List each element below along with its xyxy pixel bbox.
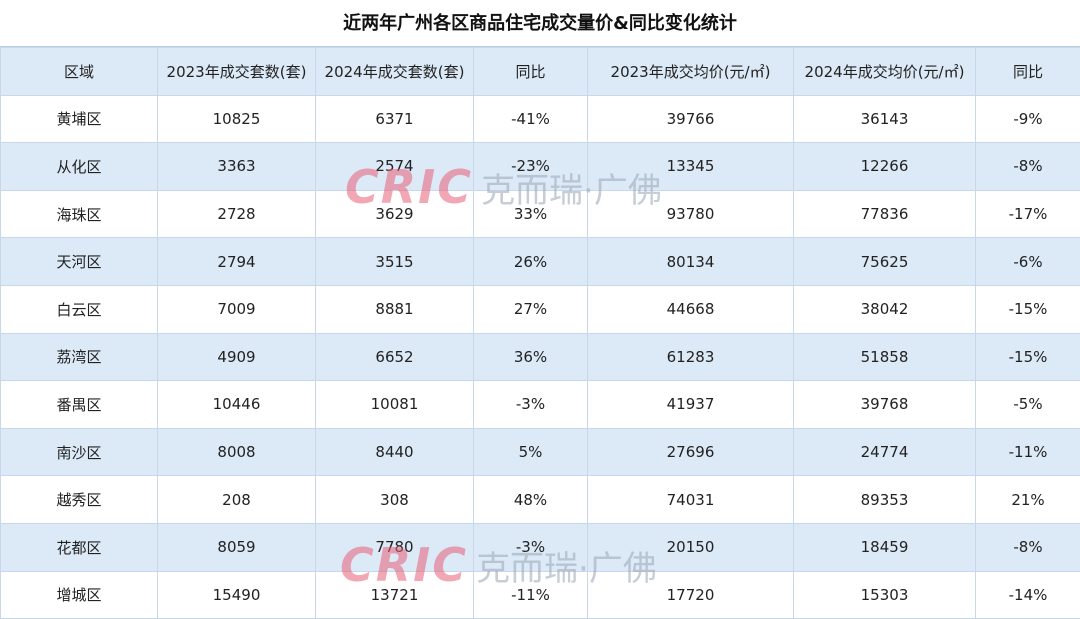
header-cell: 2023年成交套数(套) [157,47,316,96]
table-cell: 93780 [587,189,794,239]
table-row: 番禺区 10446 10081 -3% 41937 39768 -5% [0,380,1080,429]
header-cell: 区域 [0,47,158,96]
table-cell: 18459 [793,522,976,572]
table-cell: -9% [975,94,1080,144]
table-cell: 海珠区 [0,189,158,239]
table-cell: 10081 [315,380,474,429]
header-cell: 2023年成交均价(元/㎡) [587,47,794,96]
table-cell: 27% [473,284,588,334]
table-cell: -8% [975,142,1080,191]
table-cell: 74031 [587,475,794,524]
table-cell: 8881 [315,284,474,334]
table-cell: 10446 [157,380,316,429]
table-row: 增城区 15490 13721 -11% 17720 15303 -14% [0,570,1080,619]
table-title: 近两年广州各区商品住宅成交量价&同比变化统计 [0,0,1080,47]
table-cell: 7780 [315,522,474,572]
table-cell: 61283 [587,332,794,382]
header-row: 区域 2023年成交套数(套) 2024年成交套数(套) 同比 2023年成交均价(元/… [0,47,1080,96]
table-cell: 13721 [315,570,474,619]
table-cell: 77836 [793,189,976,239]
table-cell: 天河区 [0,237,158,286]
table-row: 花都区 8059 7780 -3% 20150 18459 -8% [0,522,1080,572]
table-cell: 4909 [157,332,316,382]
table-cell: 越秀区 [0,475,158,524]
table-cell: -15% [975,332,1080,382]
table-row: 海珠区 2728 3629 33% 93780 77836 -17% [0,189,1080,239]
table-cell: 12266 [793,142,976,191]
table-cell: 番禺区 [0,380,158,429]
table-cell: 24774 [793,427,976,477]
table-cell: -11% [473,570,588,619]
table-cell: 17720 [587,570,794,619]
table-cell: 80134 [587,237,794,286]
table-row: 天河区 2794 3515 26% 80134 75625 -6% [0,237,1080,286]
header-cell: 同比 [473,47,588,96]
table-cell: -23% [473,142,588,191]
table-cell: 白云区 [0,284,158,334]
table-cell: -3% [473,380,588,429]
table-cell: 10825 [157,94,316,144]
table-cell: 5% [473,427,588,477]
table-cell: -5% [975,380,1080,429]
table-cell: 15490 [157,570,316,619]
table-cell: 2794 [157,237,316,286]
table-cell: 26% [473,237,588,286]
table-cell: 2728 [157,189,316,239]
table-cell: 2574 [315,142,474,191]
table-row: 从化区 3363 2574 -23% 13345 12266 -8% [0,142,1080,191]
table-cell: 39768 [793,380,976,429]
table-cell: 花都区 [0,522,158,572]
table-cell: 15303 [793,570,976,619]
table-row: 白云区 7009 8881 27% 44668 38042 -15% [0,284,1080,334]
table-cell: 208 [157,475,316,524]
table-cell: 39766 [587,94,794,144]
table-cell: -8% [975,522,1080,572]
table-cell: -41% [473,94,588,144]
table-cell: 33% [473,189,588,239]
header-cell: 2024年成交套数(套) [315,47,474,96]
table-cell: 51858 [793,332,976,382]
table-cell: -17% [975,189,1080,239]
table-cell: -3% [473,522,588,572]
header-cell: 2024年成交均价(元/㎡) [793,47,976,96]
table-cell: 36% [473,332,588,382]
table-cell: 从化区 [0,142,158,191]
table-cell: 6371 [315,94,474,144]
table-cell: 6652 [315,332,474,382]
table-cell: 黄埔区 [0,94,158,144]
table-cell: 增城区 [0,570,158,619]
table-cell: -14% [975,570,1080,619]
table-cell: 8440 [315,427,474,477]
table-cell: 21% [975,475,1080,524]
table-cell: 75625 [793,237,976,286]
table-cell: 27696 [587,427,794,477]
table-cell: -11% [975,427,1080,477]
table-cell: 南沙区 [0,427,158,477]
table-cell: 7009 [157,284,316,334]
table-cell: 3363 [157,142,316,191]
table-cell: 3629 [315,189,474,239]
table-cell: 13345 [587,142,794,191]
table-cell: 38042 [793,284,976,334]
table-cell: 41937 [587,380,794,429]
table-cell: 36143 [793,94,976,144]
table-cell: 8008 [157,427,316,477]
table-row: 黄埔区 10825 6371 -41% 39766 36143 -9% [0,94,1080,144]
table-cell: -15% [975,284,1080,334]
table-row: 南沙区 8008 8440 5% 27696 24774 -11% [0,427,1080,477]
header-cell: 同比 [975,47,1080,96]
table-cell: 3515 [315,237,474,286]
table-row: 越秀区 208 308 48% 74031 89353 21% [0,475,1080,524]
table-cell: 8059 [157,522,316,572]
table-cell: 308 [315,475,474,524]
data-table: 区域 2023年成交套数(套) 2024年成交套数(套) 同比 2023年成交均价(元/… [0,47,1080,619]
table-cell: 44668 [587,284,794,334]
table-cell: 48% [473,475,588,524]
table-row: 荔湾区 4909 6652 36% 61283 51858 -15% [0,332,1080,382]
table-cell: 荔湾区 [0,332,158,382]
table-cell: 89353 [793,475,976,524]
table-cell: 20150 [587,522,794,572]
table-cell: -6% [975,237,1080,286]
